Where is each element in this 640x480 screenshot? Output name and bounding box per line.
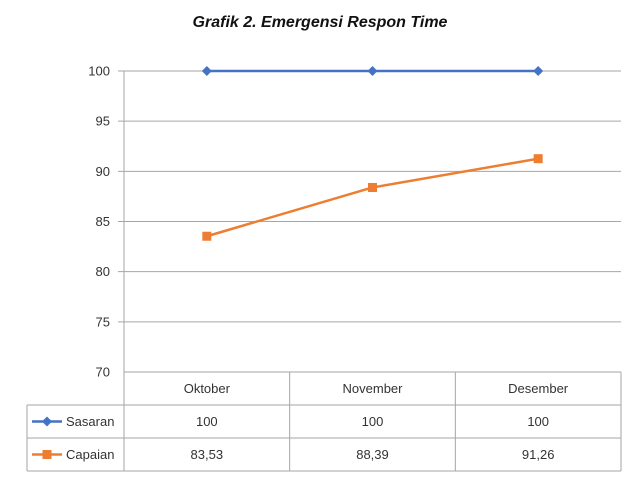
data-label: 88,39	[356, 447, 389, 462]
y-tick-label: 70	[96, 365, 110, 380]
series-line-capaian	[206, 157, 539, 238]
y-tick-label: 100	[88, 64, 110, 79]
legend-key-marker	[42, 416, 52, 427]
data-point-capaian	[533, 154, 543, 164]
data-label: 100	[527, 414, 549, 429]
labels: 70 75 80 85 90 95 100 Oktober November Desember Sa…	[32, 64, 569, 462]
data-point-sasaran	[533, 66, 544, 76]
legend-label: Capaian	[66, 447, 114, 462]
y-tick-label: 85	[96, 214, 110, 229]
data-point-capaian	[202, 231, 212, 241]
data-point-sasaran	[367, 66, 378, 76]
data-label: 100	[196, 414, 218, 429]
y-tick-label: 90	[96, 164, 110, 179]
data-table	[26, 371, 622, 472]
y-tick-label: 80	[96, 264, 110, 279]
y-tick-label: 75	[96, 314, 110, 329]
data-point-capaian	[368, 182, 377, 192]
legend-key-marker	[42, 450, 52, 459]
data-label: 100	[362, 414, 384, 429]
legend-label: Sasaran	[66, 414, 114, 429]
x-tick-label: November	[343, 381, 404, 396]
y-tick-label: 95	[96, 114, 110, 129]
data-label: 91,26	[522, 447, 555, 462]
x-tick-label: Oktober	[184, 381, 231, 396]
data-label: 83,53	[191, 447, 224, 462]
series-group	[201, 66, 544, 241]
x-tick-label: Desember	[508, 381, 569, 396]
gridlines	[118, 70, 621, 372]
data-point-sasaran	[201, 66, 212, 76]
chart-title: Grafik 2. Emergensi Respon Time	[192, 14, 448, 31]
